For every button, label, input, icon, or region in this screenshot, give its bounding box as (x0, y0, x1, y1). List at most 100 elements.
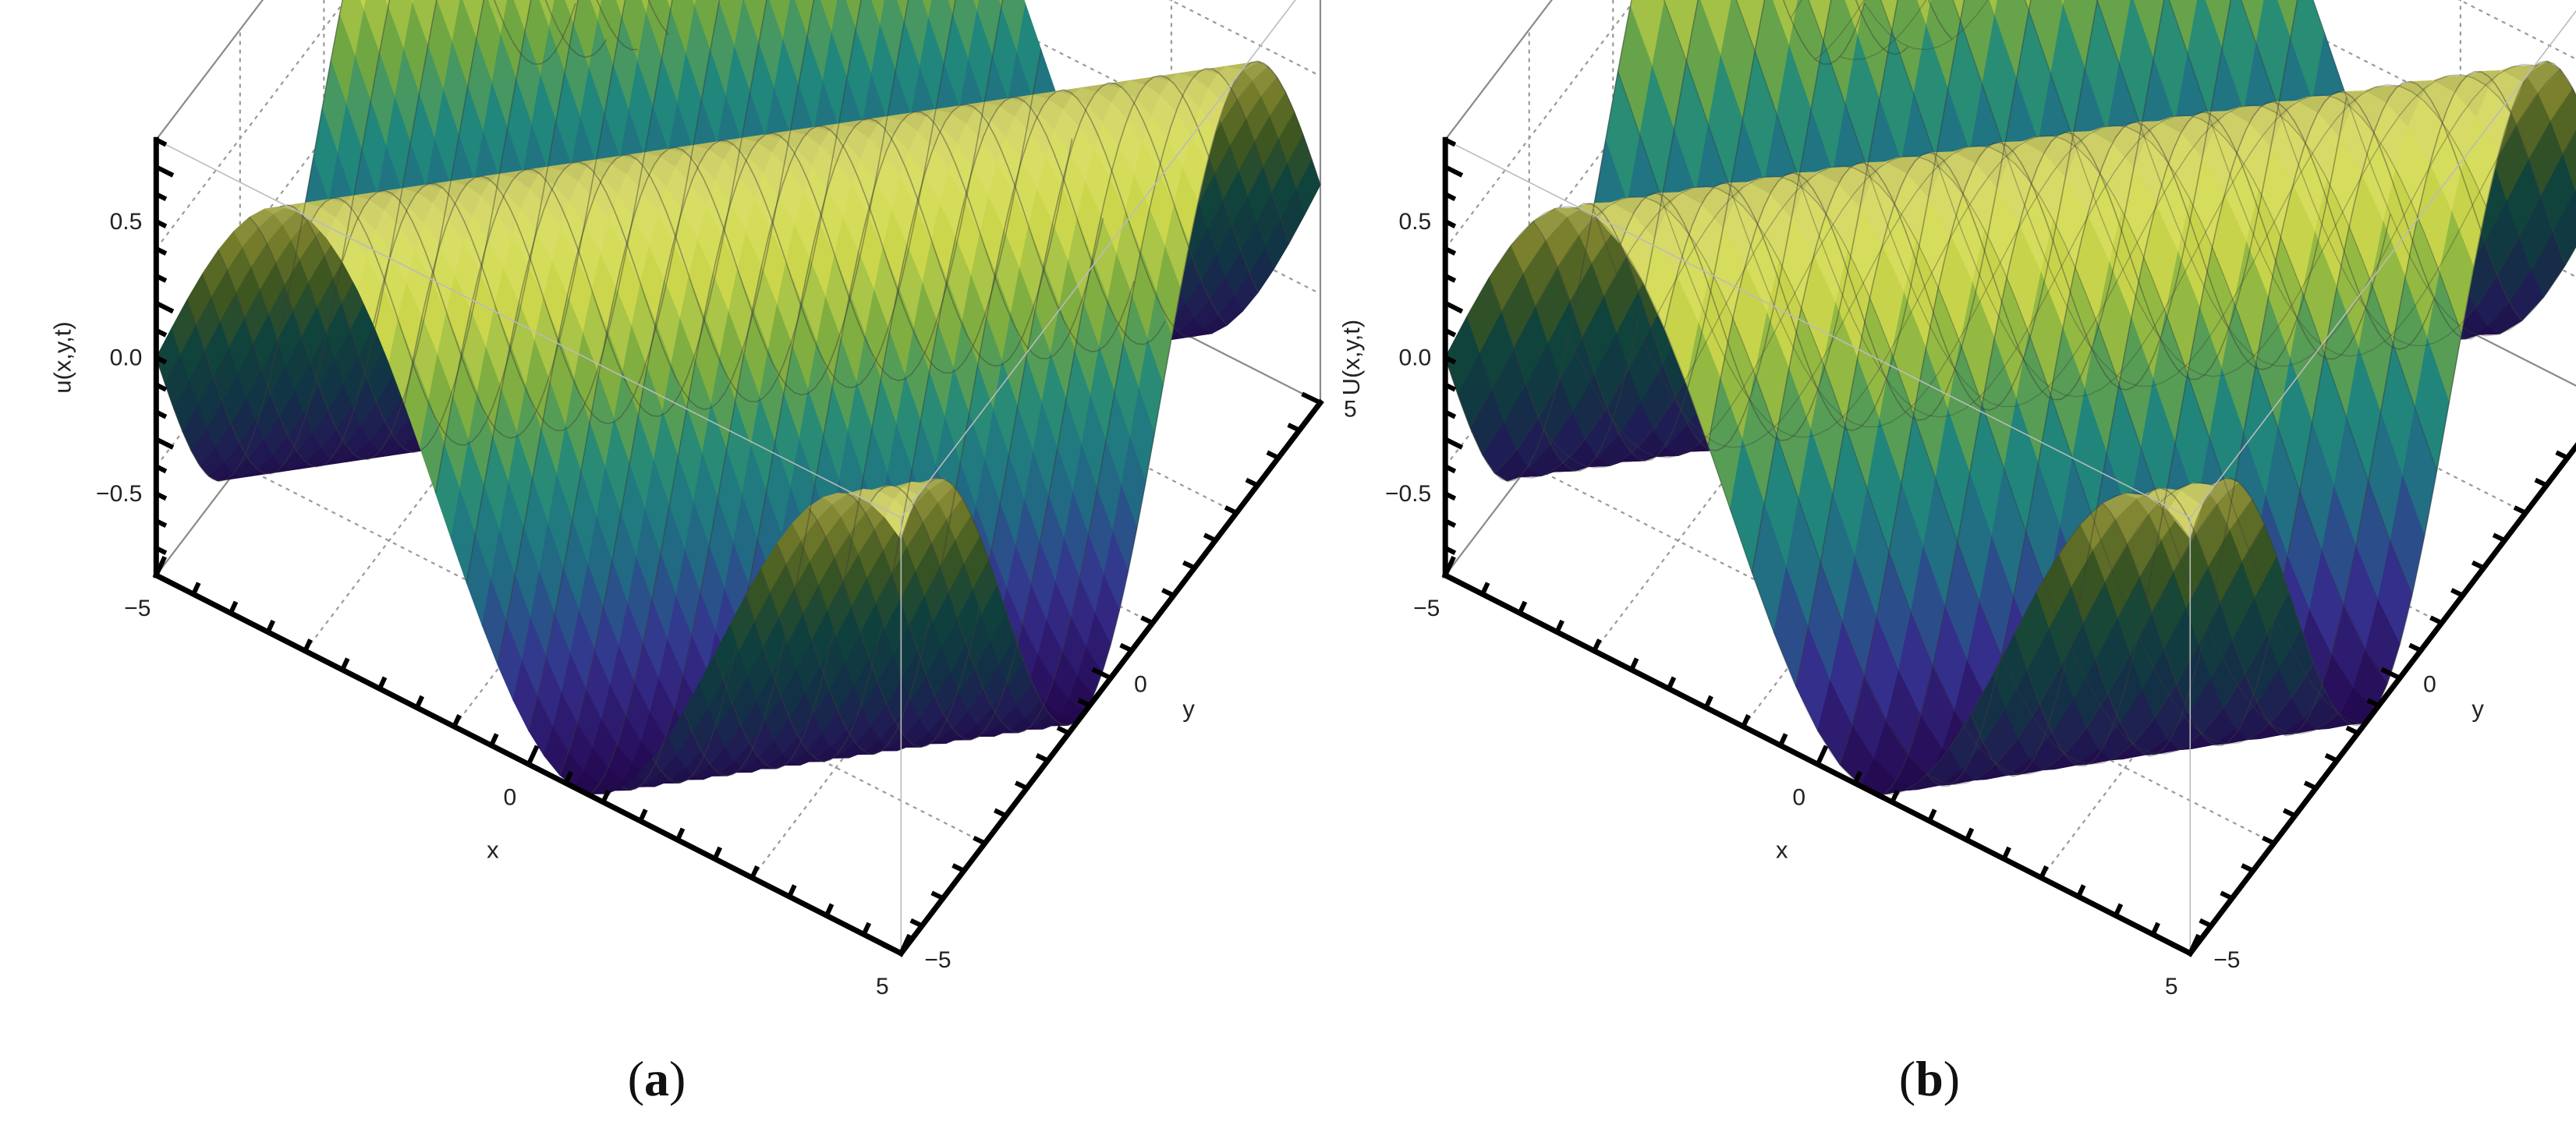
panel-b-x-tick (1592, 639, 1602, 653)
panel-a-y-tick (1161, 588, 1175, 598)
panel-a-surface-patch (666, 0, 673, 12)
panel-a-z-tick (154, 327, 168, 338)
panel-a-x-tick (303, 639, 313, 653)
panel-a-mesh-line (403, 0, 721, 425)
panel-a-mesh-line (900, 60, 1321, 727)
panel-b-x-tick (2150, 922, 2160, 936)
panel-a-surface-patch (997, 0, 1004, 9)
panel-b-y-axis-label: y (2471, 695, 2484, 723)
panel-a-z-axis-label: u(x,y,t) (48, 321, 76, 393)
panel-b-surface (1444, 0, 2576, 795)
panel-a-mesh-line (652, 118, 1073, 784)
panel-a-z-tick (154, 301, 175, 314)
panel-a-z-tick (154, 164, 175, 178)
panel-b-grid-line (1529, 464, 2275, 844)
panel-b-x-tick (1778, 733, 1788, 747)
panel-a-z-tick (154, 518, 168, 529)
panel-a-plot: −5 0 5 −5 0 5 −0.5 0.0 0.5 x y u(x,y,t) (48, 0, 1357, 999)
panel-a-mesh-line (838, 75, 1260, 741)
panel-a-x-tick-label: 5 (876, 974, 889, 999)
panel-a-z-tick (154, 355, 168, 365)
panel-a-mesh-line (342, 0, 626, 439)
panel-a-z-tick (154, 219, 168, 228)
panel-a-z-tick (154, 246, 168, 256)
panel-a-mesh-line (776, 89, 1196, 755)
panel-b-x-tick (2114, 903, 2124, 917)
panel-a-x-tick (749, 865, 760, 879)
panel-a-y-tick (994, 808, 1008, 818)
panel-a-y-tick (1091, 667, 1112, 681)
panel-b-y-tick (2429, 615, 2443, 625)
panel-a-x-tick (601, 790, 611, 804)
panel-a-y-axis-label: y (1182, 695, 1195, 723)
panel-a-y-tick (1266, 450, 1280, 460)
panel-b-y-tick (2220, 890, 2234, 900)
panel-a-z-tick (154, 546, 168, 555)
panel-b-y-tick (2262, 835, 2276, 846)
panel-a-mesh-line (218, 0, 638, 468)
panel-a-y-tick (1119, 642, 1133, 653)
panel-b-x-tick (1816, 745, 1829, 766)
panel-a-mesh-line (683, 111, 1104, 776)
panel-b-x-tick (2076, 884, 2086, 898)
panel-a-x-tick (638, 808, 648, 822)
panel-b-x-tick (2039, 865, 2049, 879)
panel-b-x-tick (1666, 676, 1677, 690)
panel-a-x-tick (787, 884, 797, 898)
panel-a-y-tick (1140, 615, 1154, 625)
panel-a-x-tick (898, 933, 912, 955)
panel-a-surface (155, 0, 1321, 794)
panel-a-y-tick-label: 0 (1134, 672, 1147, 698)
panel-a-z-tick (154, 192, 168, 202)
panel-a-surface-patch (359, 0, 367, 12)
panel-b-plot: −5 0 5 −5 0 5 −0.5 0.0 0.5 x y U(x,y,t) (1338, 0, 2576, 999)
panel-a-mesh-line (558, 0, 956, 776)
panel-b-x-tick (1965, 827, 1975, 841)
panel-a-mesh-line (310, 0, 579, 446)
panel-a-x-tick (340, 657, 350, 671)
panel-a-mesh-line (528, 0, 909, 731)
panel-a-mesh-line (249, 0, 669, 461)
panel-a-mesh-line (714, 103, 1135, 769)
panel-b-x-tick-label: 0 (1792, 784, 1805, 810)
panel-a-x-tick (563, 770, 574, 784)
panel-b-x-tick (1629, 657, 1639, 671)
panel-a-mesh-line (466, 0, 815, 583)
panel-a-mesh-line (280, 0, 532, 454)
panel-a-x-tick (489, 733, 499, 747)
panel-b-y-tick (2450, 588, 2464, 598)
panel-a-x-tick (861, 922, 872, 936)
panel-b-y-tick (2555, 450, 2569, 460)
panel-b-z-tick-label: 0.0 (1398, 345, 1431, 371)
panel-a-z-tick-label: 0.0 (110, 345, 143, 371)
panel-a-y-tick-label: 5 (1344, 397, 1357, 423)
panel-a-label: (a) (628, 1051, 686, 1106)
panel-a-mesh-line (186, 0, 608, 475)
panel-a-x-tick (452, 714, 462, 728)
panel-a-z-tick (154, 409, 168, 419)
panel-a-y-tick (1245, 477, 1259, 488)
panel-b-x-tick (1703, 695, 1713, 709)
panel-a-z-tick (154, 491, 168, 501)
panel-a-y-tick (1035, 753, 1049, 763)
panel-b-x-tick-label: −5 (1413, 596, 1440, 621)
panel-a-surface-patch (884, 499, 911, 540)
panel-a-surface-patch (640, 0, 650, 15)
panel-a-y-tick-label: −5 (924, 947, 951, 973)
panel-a-x-tick (377, 676, 388, 690)
panel-a-y-tick (930, 890, 944, 900)
panel-b-y-tick (2408, 642, 2422, 653)
panel-a-grid-line (239, 464, 986, 844)
panel-a-mesh-line (373, 0, 673, 432)
panel-b-y-tick-label: −5 (2213, 947, 2240, 973)
panel-b-x-tick (1517, 600, 1528, 614)
panel-a-surface-patch (973, 0, 980, 12)
panel-a-mesh-line (497, 0, 862, 665)
panel-b-z-tick-label: −0.5 (1385, 481, 1431, 507)
panel-a-x-tick (526, 745, 540, 766)
panel-b-y-tick-label: 0 (2423, 672, 2436, 698)
panel-a-box-edge (155, 0, 264, 140)
panel-a-mesh-line (745, 97, 1166, 762)
